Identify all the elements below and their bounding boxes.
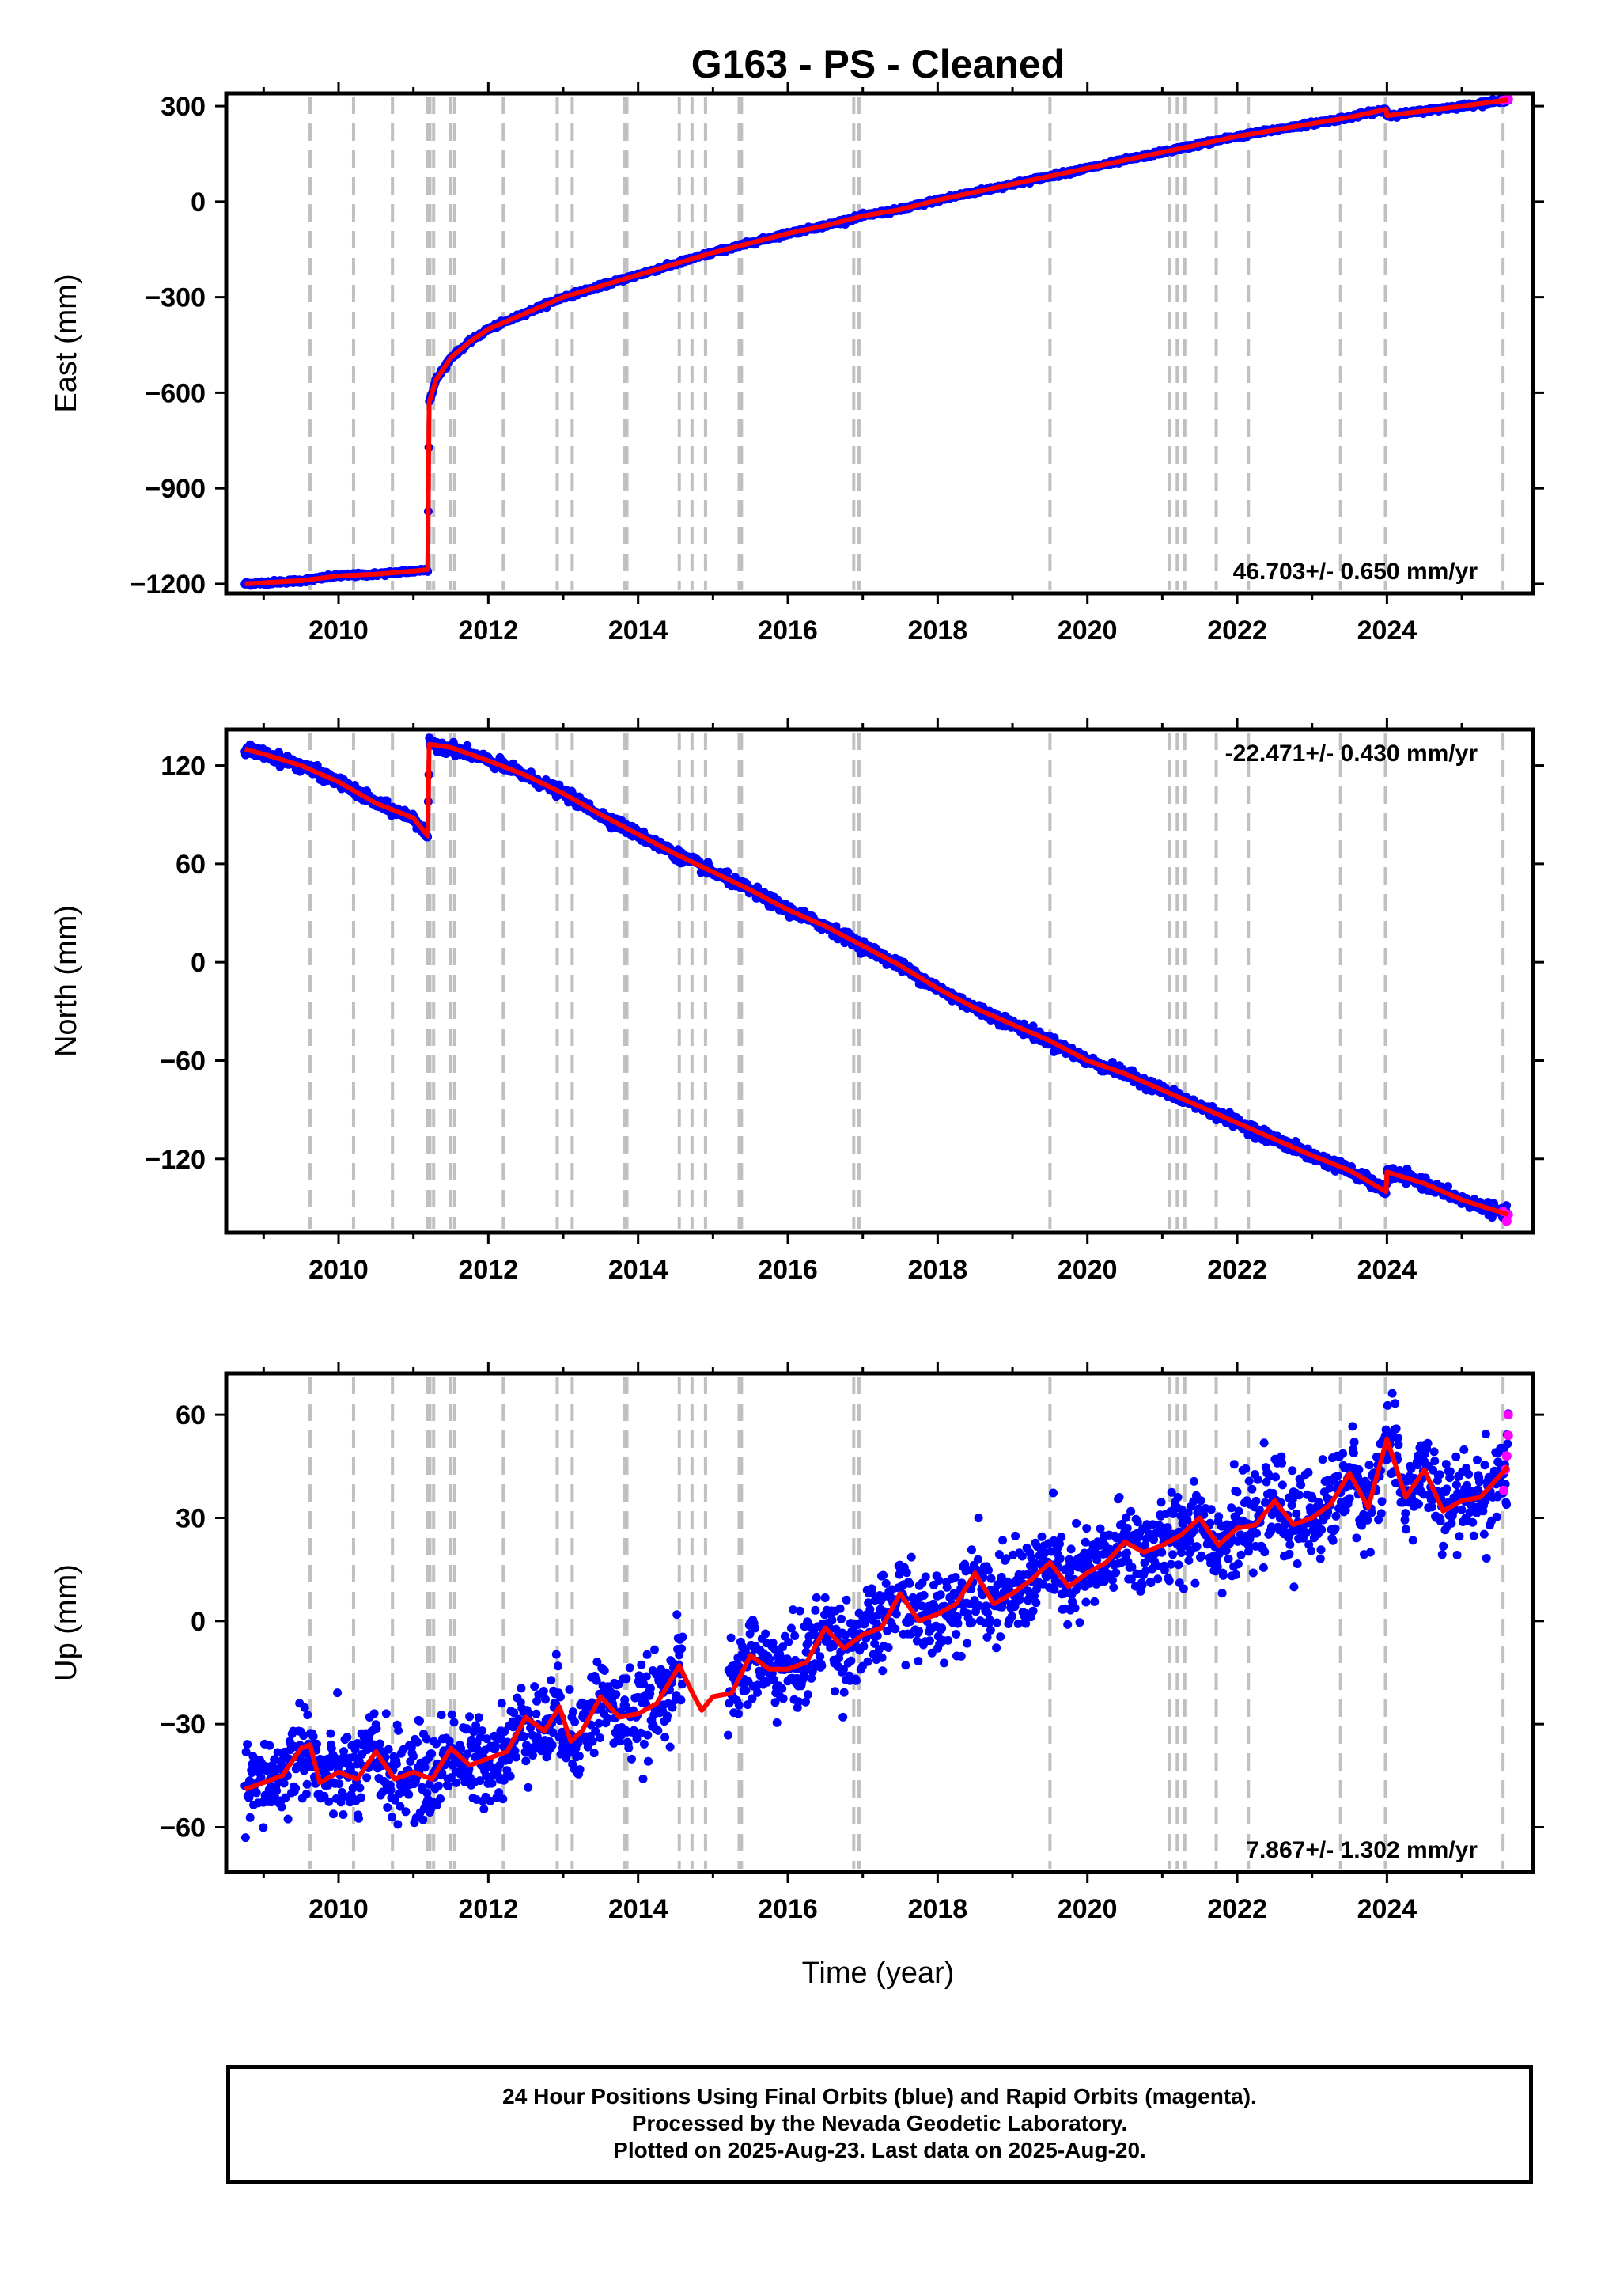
data-point [418, 1815, 428, 1824]
y-tick-label: −900 [145, 474, 206, 504]
data-point [447, 1710, 456, 1719]
data-point [343, 1733, 352, 1742]
data-point [302, 1779, 312, 1789]
data-point [245, 1813, 255, 1822]
x-tick-label: 2020 [1058, 1255, 1118, 1285]
data-point [375, 1739, 384, 1749]
x-tick-label: 2024 [1357, 1255, 1417, 1285]
x-tick-label: 2018 [908, 616, 968, 646]
data-point [354, 1813, 363, 1823]
data-point [404, 1790, 414, 1799]
data-point [272, 1786, 282, 1795]
data-point [415, 1716, 424, 1726]
panel-north: 120 60 0 −60 −120 2010 2012 2014 2016 2018 2020 202… [50, 718, 1544, 1285]
data-point [369, 1709, 379, 1718]
data-point [383, 1803, 392, 1812]
x-tick-label: 2012 [459, 616, 519, 646]
x-tick-label: 2012 [459, 1255, 519, 1285]
data-point [436, 1794, 445, 1803]
data-point [333, 1688, 343, 1698]
data-point [392, 1760, 401, 1769]
data-point [277, 1802, 286, 1812]
x-tick-label: 2010 [308, 1255, 369, 1285]
x-tick-label: 2018 [908, 1255, 968, 1285]
y-axis-label: North (mm) [50, 905, 83, 1057]
data-point [409, 1752, 418, 1761]
data-point [291, 1783, 301, 1793]
panel-east: 300 0 −300 −600 −900 −1200 2010 2012 2014 2016 201… [50, 82, 1544, 646]
data-point [381, 1709, 391, 1718]
y-tick-label: 0 [191, 948, 206, 978]
data-point [444, 1782, 453, 1790]
data-point [259, 1823, 268, 1832]
data-point [326, 1729, 335, 1738]
data-point [303, 1711, 312, 1719]
data-point [243, 1740, 252, 1749]
x-tick-label: 2016 [758, 616, 818, 646]
data-point [265, 1741, 274, 1750]
x-tick-label: 2022 [1207, 1255, 1267, 1285]
data-point [301, 1789, 311, 1798]
data-point [401, 1807, 411, 1817]
data-point [240, 1833, 250, 1843]
x-tick-label: 2024 [1357, 616, 1417, 646]
x-tick-label: 2014 [608, 616, 668, 646]
data-point [449, 1718, 459, 1727]
data-point [422, 1734, 431, 1744]
y-tick-label: −300 [145, 283, 206, 313]
y-tick-label: 0 [191, 188, 206, 218]
y-tick-label: −120 [145, 1145, 206, 1175]
y-tick-label: 300 [161, 92, 206, 122]
data-point [437, 1711, 446, 1720]
y-axis-label: East (mm) [50, 274, 83, 412]
x-tick-label: 2010 [308, 616, 369, 646]
y-tick-label: 60 [176, 850, 206, 880]
x-tick-label: 2022 [1207, 616, 1267, 646]
data-point [427, 1749, 437, 1759]
data-point [393, 1820, 403, 1829]
data-point [384, 1745, 393, 1754]
data-point [339, 1810, 348, 1819]
x-tick-label: 2014 [608, 1255, 668, 1285]
data-point [335, 1779, 344, 1789]
y-tick-label: −600 [145, 378, 206, 408]
y-tick-label: −60 [160, 1046, 206, 1076]
data-point [723, 867, 732, 877]
x-tick-label: 2016 [758, 1255, 818, 1285]
data-point [388, 1813, 397, 1822]
model-line [244, 97, 1509, 586]
rate-annotation: -22.471+/- 0.430 mm/yr [1225, 741, 1478, 767]
data-point [413, 1737, 422, 1747]
data-point [394, 1726, 403, 1735]
data-point [324, 1797, 334, 1806]
data-point [1028, 1021, 1038, 1031]
data-point [252, 1788, 261, 1798]
data-point [355, 1783, 365, 1793]
data-point [372, 1724, 381, 1733]
data-point [356, 1793, 365, 1802]
data-point [386, 1785, 396, 1794]
y-tick-label: 120 [161, 752, 206, 782]
data-point [452, 1778, 461, 1787]
data-point [312, 1739, 321, 1749]
plot-frame [224, 91, 1535, 596]
x-tick-label: 2020 [1058, 616, 1118, 646]
y-tick-label: −1200 [131, 570, 206, 600]
final-orbit-points [240, 1389, 1513, 1843]
chart-title: G163 - PS - Cleaned [691, 42, 1065, 86]
data-point [283, 1814, 293, 1824]
data-point [433, 1781, 443, 1790]
data-point [362, 1773, 372, 1783]
data-point [329, 1809, 338, 1819]
rate-annotation: 46.703+/- 0.650 mm/yr [1233, 559, 1478, 585]
